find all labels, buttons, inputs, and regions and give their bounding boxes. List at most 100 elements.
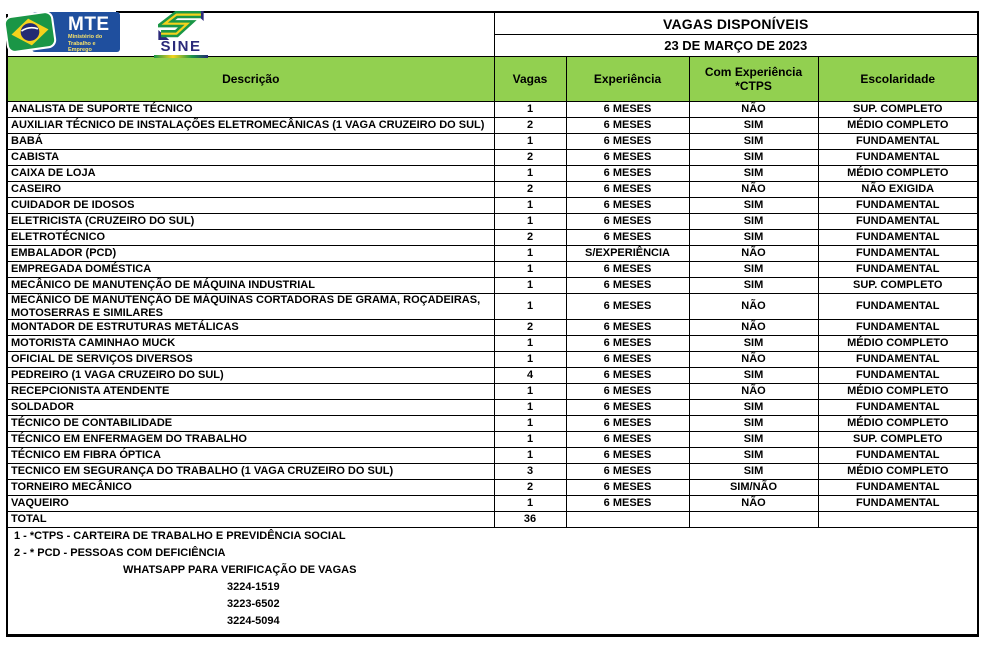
table-row: MECÂNICO DE MANUTENÇÃO DE MÁQUINA INDUST… (6, 277, 979, 294)
cell-ctps: SIM (688, 335, 819, 352)
cell-experiencia: 6 MESES (565, 399, 690, 416)
cell-vagas: 1 (493, 447, 567, 464)
table-row: CAIXA DE LOJA 1 6 MESES SIM MÉDIO COMPLE… (6, 165, 979, 182)
cell-vagas: 1 (493, 335, 567, 352)
total-row: TOTAL 36 (6, 511, 979, 528)
cell-ctps: SIM (688, 117, 819, 134)
cell-descricao: TORNEIRO MECÂNICO (6, 479, 495, 496)
cell-ctps: NÃO (688, 181, 819, 198)
table-row: TECNICO EM SEGURANÇA DO TRABALHO (1 VAGA… (6, 463, 979, 480)
cell-escolaridade: FUNDAMENTAL (817, 479, 979, 496)
cell-vagas: 2 (493, 229, 567, 246)
column-header-vagas: Vagas (493, 56, 567, 102)
cell-descricao: PEDREIRO (1 VAGA CRUZEIRO DO SUL) (6, 367, 495, 384)
sine-name: SINE (160, 38, 202, 55)
cell-experiencia: 6 MESES (565, 165, 690, 182)
cell-ctps: NÃO (688, 319, 819, 336)
table-row: RECEPCIONISTA ATENDENTE 1 6 MESES NÃO MÉ… (6, 383, 979, 400)
total-empty-experiencia (565, 511, 690, 528)
cell-vagas: 3 (493, 463, 567, 480)
cell-descricao: RECEPCIONISTA ATENDENTE (6, 383, 495, 400)
cell-ctps: NÃO (688, 351, 819, 368)
table-row: AUXILIAR TÉCNICO DE INSTALAÇÕES ELETROME… (6, 117, 979, 134)
cell-descricao: MONTADOR DE ESTRUTURAS METÁLICAS (6, 319, 495, 336)
cell-descricao: TÉCNICO DE CONTABILIDADE (6, 415, 495, 432)
cell-escolaridade: FUNDAMENTAL (817, 149, 979, 166)
cell-ctps: NÃO (688, 495, 819, 512)
table-row: TÉCNICO EM ENFERMAGEM DO TRABALHO 1 6 ME… (6, 431, 979, 448)
mte-subtitle-line1: Ministério do (68, 34, 103, 40)
table-row: EMPREGADA DOMÉSTICA 1 6 MESES SIM FUNDAM… (6, 261, 979, 278)
cell-ctps: NÃO (688, 245, 819, 262)
cell-escolaridade: MÉDIO COMPLETO (817, 165, 979, 182)
cell-vagas: 1 (493, 293, 567, 320)
cell-ctps: SIM (688, 399, 819, 416)
cell-descricao: MOTORISTA CAMINHAO MUCK (6, 335, 495, 352)
column-header-escolaridade: Escolaridade (817, 56, 979, 102)
cell-vagas: 2 (493, 319, 567, 336)
cell-ctps: SIM (688, 447, 819, 464)
mte-subtitle: Ministério do Trabalho e Emprego (68, 34, 118, 54)
cell-escolaridade: FUNDAMENTAL (817, 351, 979, 368)
cell-vagas: 1 (493, 261, 567, 278)
table-row: CUIDADOR DE IDOSOS 1 6 MESES SIM FUNDAME… (6, 197, 979, 214)
cell-escolaridade: FUNDAMENTAL (817, 293, 979, 320)
total-empty-ctps (688, 511, 819, 528)
cell-experiencia: 6 MESES (565, 197, 690, 214)
table-row: VAQUEIRO 1 6 MESES NÃO FUNDAMENTAL (6, 495, 979, 512)
column-header-ctps: Com Experiência *CTPS (688, 56, 819, 102)
cell-experiencia: 6 MESES (565, 277, 690, 294)
cell-escolaridade: SUP. COMPLETO (817, 101, 979, 118)
table-row: ELETROTÉCNICO 2 6 MESES SIM FUNDAMENTAL (6, 229, 979, 246)
cell-ctps: SIM (688, 277, 819, 294)
cell-experiencia: 6 MESES (565, 431, 690, 448)
cell-vagas: 4 (493, 367, 567, 384)
table-row: TORNEIRO MECÂNICO 2 6 MESES SIM/NÃO FUND… (6, 479, 979, 496)
cell-escolaridade: MÉDIO COMPLETO (817, 415, 979, 432)
cell-descricao: CABISTA (6, 149, 495, 166)
cell-vagas: 1 (493, 245, 567, 262)
phone-number: 3223-6502 (227, 598, 280, 610)
cell-descricao: TÉCNICO EM ENFERMAGEM DO TRABALHO (6, 431, 495, 448)
cell-experiencia: 6 MESES (565, 383, 690, 400)
cell-vagas: 1 (493, 133, 567, 150)
cell-escolaridade: NÃO EXIGIDA (817, 181, 979, 198)
cell-ctps: SIM (688, 431, 819, 448)
cell-experiencia: 6 MESES (565, 463, 690, 480)
cell-vagas: 2 (493, 149, 567, 166)
cell-descricao: OFICIAL DE SERVIÇOS DIVERSOS (6, 351, 495, 368)
cell-ctps: NÃO (688, 293, 819, 320)
brazil-flag-icon (3, 11, 57, 53)
border-mask (6, 9, 116, 14)
cell-ctps: SIM/NÃO (688, 479, 819, 496)
cell-experiencia: 6 MESES (565, 181, 690, 198)
cell-descricao: TÉCNICO EM FIBRA ÓPTICA (6, 447, 495, 464)
cell-ctps: SIM (688, 165, 819, 182)
cell-vagas: 1 (493, 431, 567, 448)
cell-ctps: SIM (688, 213, 819, 230)
footnote-list: 1 - *CTPS - CARTEIRA DE TRABALHO E PREVI… (11, 529, 974, 563)
table-row: EMBALADOR (PCD) 1 S/EXPERIÊNCIA NÃO FUND… (6, 245, 979, 262)
table-row: BABÁ 1 6 MESES SIM FUNDAMENTAL (6, 133, 979, 150)
cell-experiencia: 6 MESES (565, 495, 690, 512)
cell-ctps: SIM (688, 463, 819, 480)
cell-descricao: ANALISTA DE SUPORTE TÉCNICO (6, 101, 495, 118)
phone-list: 3224-1519 3223-6502 3224-5094 (11, 579, 974, 630)
page-title: VAGAS DISPONÍVEIS (493, 11, 979, 35)
cell-vagas: 1 (493, 495, 567, 512)
table-row: TÉCNICO DE CONTABILIDADE 1 6 MESES SIM M… (6, 415, 979, 432)
cell-ctps: SIM (688, 197, 819, 214)
table-row: SOLDADOR 1 6 MESES SIM FUNDAMENTAL (6, 399, 979, 416)
cell-vagas: 2 (493, 479, 567, 496)
cell-experiencia: 6 MESES (565, 319, 690, 336)
date-label: 23 DE MARÇO DE 2023 (493, 34, 979, 57)
cell-escolaridade: SUP. COMPLETO (817, 277, 979, 294)
table-row: MOTORISTA CAMINHAO MUCK 1 6 MESES SIM MÉ… (6, 335, 979, 352)
cell-descricao: VAQUEIRO (6, 495, 495, 512)
table-row: CABISTA 2 6 MESES SIM FUNDAMENTAL (6, 149, 979, 166)
cell-vagas: 1 (493, 165, 567, 182)
cell-experiencia: 6 MESES (565, 415, 690, 432)
footer-notes-cell: 1 - *CTPS - CARTEIRA DE TRABALHO E PREVI… (6, 527, 979, 636)
table-body: ANALISTA DE SUPORTE TÉCNICO 1 6 MESES NÃ… (6, 101, 979, 512)
cell-escolaridade: FUNDAMENTAL (817, 229, 979, 246)
